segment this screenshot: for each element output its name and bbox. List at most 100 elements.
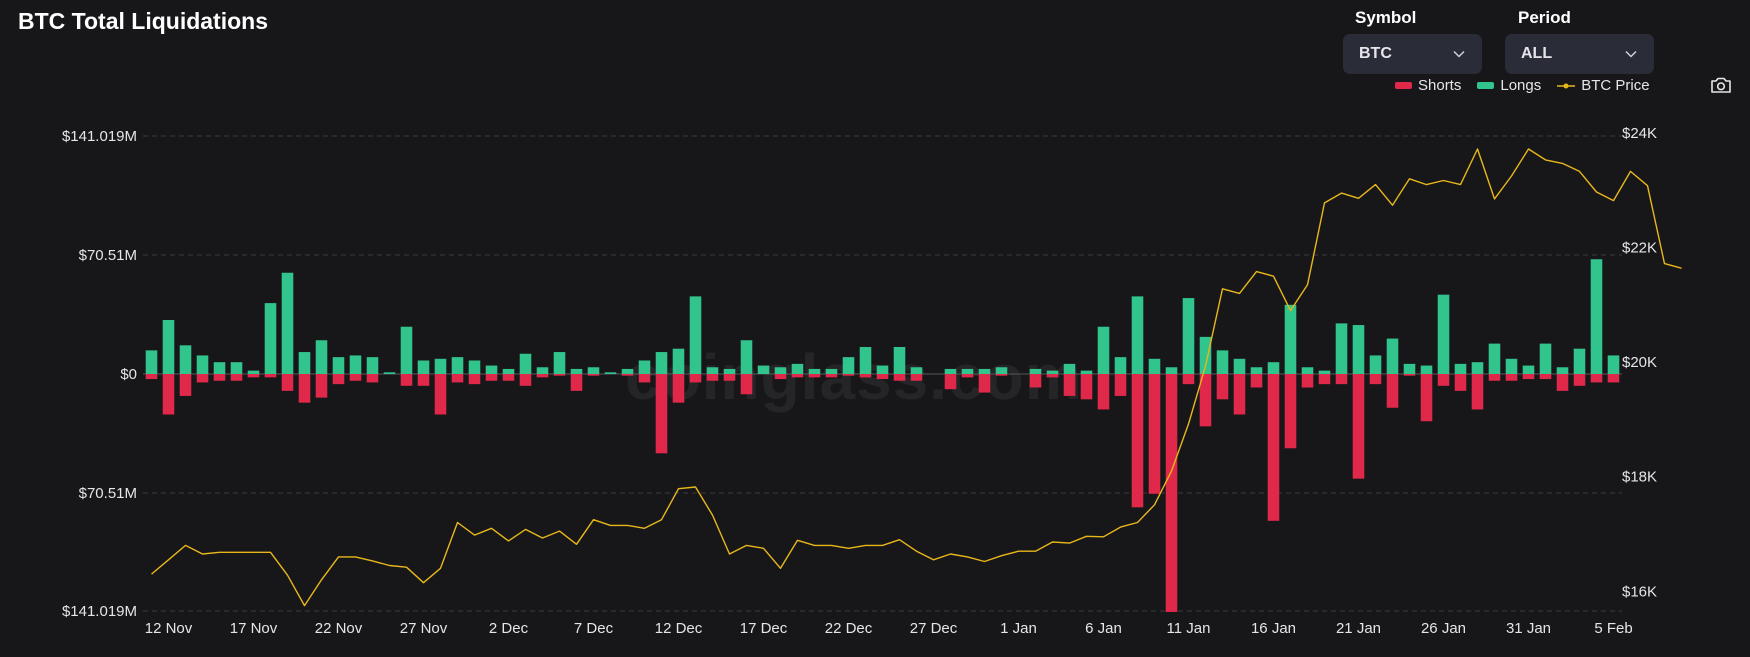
period-value: ALL (1521, 45, 1553, 62)
longs-bar (978, 368, 991, 374)
shorts-bar (145, 374, 158, 380)
x-tick-label: 11 Jan (1167, 620, 1211, 637)
longs-bar (553, 352, 566, 374)
y-right-tick-label: $16K (1622, 583, 1657, 600)
longs-bar (1522, 365, 1535, 374)
x-tick-label: 26 Jan (1421, 620, 1466, 637)
shorts-bar (468, 374, 481, 385)
shorts-bar (264, 374, 277, 378)
shorts-bar (706, 374, 719, 381)
period-select[interactable]: ALL (1505, 34, 1654, 74)
shorts-bar (1114, 374, 1127, 396)
shorts-bar (196, 374, 209, 383)
shorts-bar (247, 374, 260, 378)
longs-bar (876, 365, 889, 374)
shorts-bar (553, 374, 566, 376)
longs-bar (1437, 294, 1450, 374)
longs-bar (910, 367, 923, 374)
longs-bar (774, 367, 787, 374)
symbol-select[interactable]: BTC (1343, 34, 1482, 74)
longs-bar (842, 357, 855, 374)
shorts-bar (213, 374, 226, 381)
shorts-bar (179, 374, 192, 396)
longs-bar (723, 368, 736, 374)
shorts-bar (366, 374, 379, 383)
shorts-bar (1233, 374, 1246, 415)
longs-bar (706, 367, 719, 374)
longs-bar (468, 360, 481, 374)
y-left-tick-label: $141.019M (62, 603, 137, 620)
longs-bar (485, 365, 498, 374)
shorts-bar (1556, 374, 1569, 391)
shorts-bar (1301, 374, 1314, 388)
shorts-bar (1148, 374, 1161, 494)
camera-icon[interactable] (1710, 76, 1732, 94)
shorts-bar (808, 374, 821, 378)
shorts-bar (1199, 374, 1212, 427)
longs-bar (1369, 355, 1382, 374)
longs-bar (740, 340, 753, 374)
shorts-bar (1471, 374, 1484, 410)
shorts-bar (1607, 374, 1620, 383)
longs-bar (1488, 343, 1501, 374)
longs-bar (1335, 323, 1348, 374)
shorts-bar (1318, 374, 1331, 385)
shorts-bar (1284, 374, 1297, 449)
shorts-bar (672, 374, 685, 403)
shorts-bar (944, 374, 957, 390)
shorts-bar (1386, 374, 1399, 408)
longs-bar (1301, 367, 1314, 374)
longs-bar (434, 358, 447, 374)
longs-swatch (1477, 82, 1495, 89)
legend-longs[interactable]: Longs (1477, 77, 1541, 94)
legend-btc-price-label: BTC Price (1581, 77, 1650, 94)
longs-bar (672, 348, 685, 374)
shorts-bar (893, 374, 906, 381)
longs-bar (247, 370, 260, 374)
longs-bar (808, 368, 821, 374)
period-label: Period (1518, 8, 1571, 27)
chart-legend: Shorts Longs BTC Price (1395, 77, 1650, 94)
legend-btc-price[interactable]: BTC Price (1557, 77, 1650, 94)
shorts-bar (1046, 374, 1059, 378)
longs-bar (1590, 259, 1603, 374)
x-tick-label: 27 Dec (910, 620, 958, 637)
longs-bar (1352, 325, 1365, 374)
legend-shorts[interactable]: Shorts (1395, 77, 1461, 94)
longs-bar (298, 352, 311, 374)
longs-bar (281, 272, 294, 374)
shorts-bar (1522, 374, 1535, 380)
longs-bar (315, 340, 328, 374)
y-right-tick-label: $22K (1622, 240, 1657, 257)
longs-bar (1505, 358, 1518, 374)
x-tick-label: 27 Nov (400, 620, 448, 637)
longs-bar (859, 346, 872, 374)
longs-bar (638, 360, 651, 374)
shorts-bar (417, 374, 430, 386)
shorts-bar (400, 374, 413, 386)
shorts-bar (1454, 374, 1467, 391)
longs-bar (162, 319, 175, 374)
longs-bar (893, 346, 906, 374)
shorts-bar (1403, 374, 1416, 376)
shorts-bar (536, 374, 549, 378)
shorts-bar (655, 374, 668, 454)
longs-bar (1539, 343, 1552, 374)
shorts-bar (774, 374, 787, 380)
y-left-tick-label: $0 (120, 366, 137, 383)
longs-bar (825, 368, 838, 374)
shorts-bar (1029, 374, 1042, 388)
x-tick-label: 5 Feb (1594, 620, 1632, 637)
shorts-bar (1267, 374, 1280, 521)
longs-bar (961, 368, 974, 374)
shorts-bar (978, 374, 991, 393)
longs-bar (1182, 298, 1195, 374)
y-left-tick-label: $70.51M (79, 485, 137, 502)
shorts-bar (910, 374, 923, 381)
shorts-bar (638, 374, 651, 383)
symbol-label: Symbol (1355, 8, 1417, 27)
longs-bar (655, 352, 668, 374)
shorts-bar (876, 374, 889, 380)
y-right-tick-label: $24K (1622, 125, 1657, 142)
